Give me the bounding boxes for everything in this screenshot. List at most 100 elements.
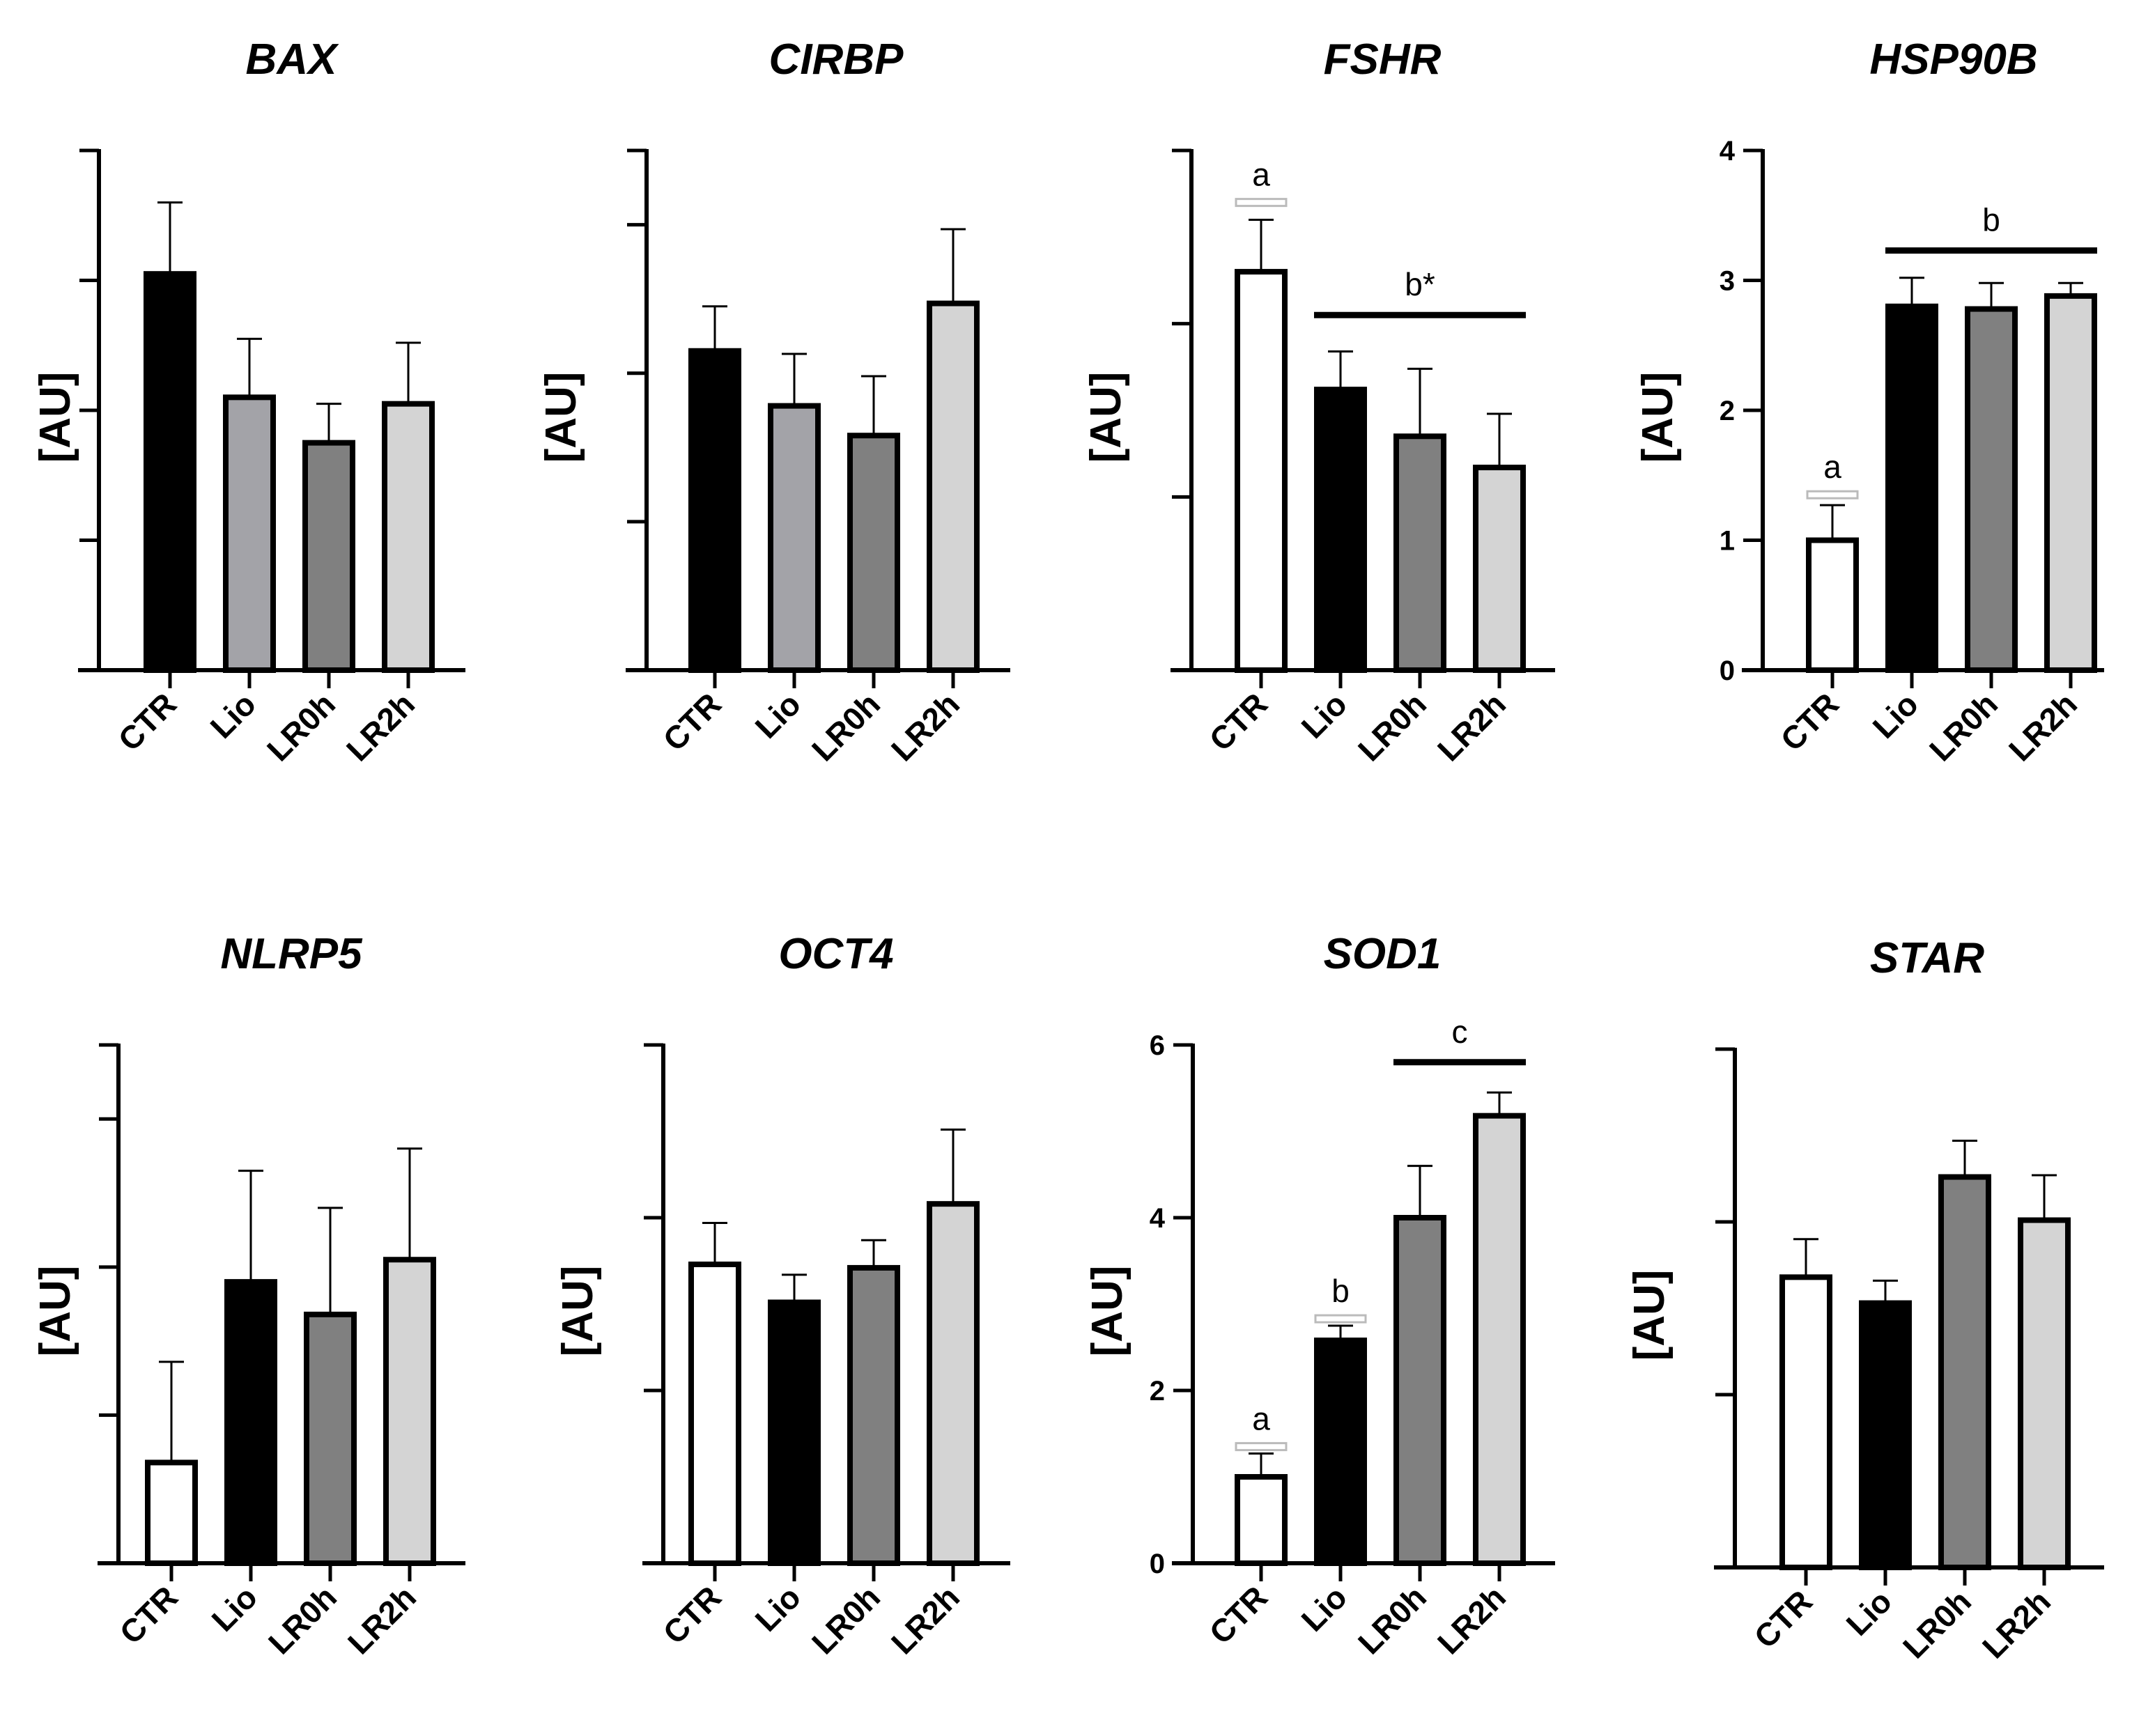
bar-ctr [145,1459,198,1566]
chart-title: SOD1 [1324,930,1442,978]
bar-lr0h [847,1264,900,1567]
y-axis-label: [AU] [31,372,79,463]
significance-label: a [1823,449,1841,485]
y-axis-label: [AU] [1083,1266,1131,1357]
y-tick-label: 0 [1150,1549,1165,1579]
x-tick-label: LR2h [2002,685,2084,768]
x-tick-label: CTR [1773,685,1846,758]
chart-title: NLRP5 [220,930,363,978]
x-tick-label: Lio [748,685,808,745]
bar-ctr [688,1261,741,1566]
y-tick-label: 1 [1720,526,1735,557]
x-tick-label: Lio [205,1579,265,1638]
bar-lio [1314,387,1367,673]
x-tick-label: LR2h [339,685,422,768]
y-axis-label: [AU] [1634,372,1682,463]
x-tick-label: Lio [203,685,263,745]
x-tick-label: CTR [1747,1583,1819,1655]
bar-lr0h [1938,1174,1991,1570]
bar-lio [223,394,276,673]
chart-title: BAX [246,36,340,84]
significance-label: b [1982,202,2000,238]
bar-lio [1314,1338,1367,1566]
bar-lio [768,1299,821,1567]
x-tick-label: CTR [1202,685,1274,758]
bar-lio [1859,1300,1912,1571]
bar-lr0h [302,440,355,673]
significance-label: a [1252,157,1270,193]
x-tick-label: LR2h [1430,1579,1513,1661]
bar-ctr [1779,1274,1832,1570]
x-tick-label: Lio [748,1579,808,1638]
bar-lr2h [2044,293,2097,673]
bar-ctr [688,348,741,673]
y-axis-label: [AU] [1082,372,1130,463]
y-tick-label: 4 [1720,136,1736,166]
chart-title: STAR [1870,934,1984,982]
bar-lr0h [1393,1215,1446,1566]
x-tick-label: CTR [1202,1579,1274,1651]
x-tick-label: LR2h [1975,1583,2057,1665]
bar-ctr [144,271,196,673]
y-axis-label: [AU] [1625,1270,1674,1361]
bar-lio [1885,303,1938,673]
y-tick-label: 2 [1720,396,1735,426]
significance-box [1806,490,1859,499]
bar-lr0h [304,1311,357,1566]
bar-ctr [1235,269,1288,674]
significance-label: b [1331,1273,1350,1309]
x-tick-label: LR2h [884,1579,966,1661]
chart-title: FSHR [1324,36,1442,84]
bar-lr2h [1473,1113,1526,1567]
y-tick-label: 0 [1720,656,1735,686]
bar-lio [768,403,821,673]
y-axis-label: [AU] [31,1266,79,1357]
x-tick-label: Lio [1295,1579,1354,1638]
x-tick-label: LR2h [884,685,966,768]
y-tick-label: 2 [1150,1376,1165,1406]
bar-lr0h [1393,433,1446,673]
significance-box [1235,198,1288,208]
chart-title: HSP90B [1869,36,2037,84]
significance-label: a [1252,1401,1270,1437]
chart-title: OCT4 [778,930,893,978]
x-tick-label: LR0h [261,1579,343,1661]
x-tick-label: LR0h [805,685,887,768]
bar-lr2h [1473,465,1526,673]
x-tick-label: Lio [1866,685,1926,745]
x-tick-label: CTR [656,1579,728,1651]
bar-lr2h [927,300,980,673]
bar-ctr [1235,1474,1288,1566]
x-tick-label: Lio [1295,685,1354,745]
bar-lio [224,1279,277,1566]
y-axis-label: [AU] [554,1266,602,1357]
x-tick-label: Lio [1839,1583,1899,1643]
y-tick-label: 3 [1720,266,1735,297]
x-tick-label: CTR [111,685,183,758]
bar-ctr [1806,537,1859,673]
x-tick-label: CTR [656,685,728,758]
significance-box [1235,1442,1288,1452]
x-tick-label: LR0h [805,1579,887,1661]
x-tick-label: LR0h [1351,685,1433,768]
x-tick-label: LR2h [1430,685,1513,768]
y-axis-label: [AU] [537,372,585,463]
bar-lr0h [847,433,900,674]
x-tick-label: LR0h [1351,1579,1433,1661]
bar-lr0h [1965,306,2018,673]
bar-lr2h [383,1257,436,1566]
x-tick-label: LR0h [1922,685,2004,768]
x-tick-label: CTR [112,1579,185,1651]
chart-title: CIRBP [769,36,904,84]
bar-lr2h [382,401,435,673]
significance-box [1314,1314,1367,1324]
x-tick-label: LR2h [341,1579,423,1661]
